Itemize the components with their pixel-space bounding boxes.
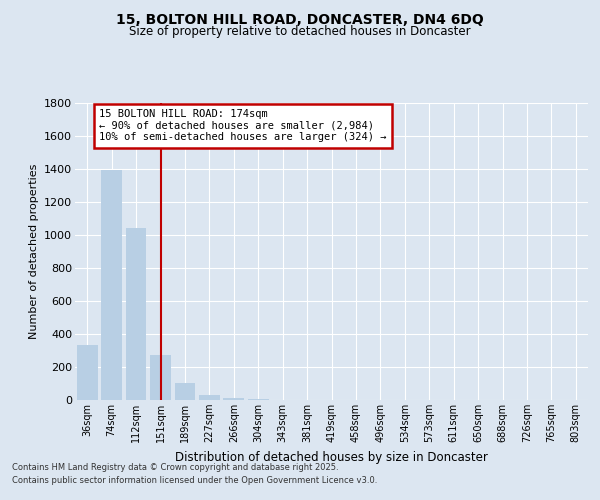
Bar <box>125 228 146 400</box>
Text: 15, BOLTON HILL ROAD, DONCASTER, DN4 6DQ: 15, BOLTON HILL ROAD, DONCASTER, DN4 6DQ <box>116 12 484 26</box>
Bar <box>199 395 220 400</box>
Bar <box>175 382 196 400</box>
Text: 15 BOLTON HILL ROAD: 174sqm
← 90% of detached houses are smaller (2,984)
10% of : 15 BOLTON HILL ROAD: 174sqm ← 90% of det… <box>100 109 387 142</box>
Bar <box>223 398 244 400</box>
Text: Contains public sector information licensed under the Open Government Licence v3: Contains public sector information licen… <box>12 476 377 485</box>
Bar <box>150 356 171 400</box>
Text: Contains HM Land Registry data © Crown copyright and database right 2025.: Contains HM Land Registry data © Crown c… <box>12 464 338 472</box>
Text: Size of property relative to detached houses in Doncaster: Size of property relative to detached ho… <box>129 25 471 38</box>
X-axis label: Distribution of detached houses by size in Doncaster: Distribution of detached houses by size … <box>175 450 488 464</box>
Bar <box>101 170 122 400</box>
Y-axis label: Number of detached properties: Number of detached properties <box>29 164 38 339</box>
Bar <box>77 346 98 400</box>
Bar <box>248 399 269 400</box>
